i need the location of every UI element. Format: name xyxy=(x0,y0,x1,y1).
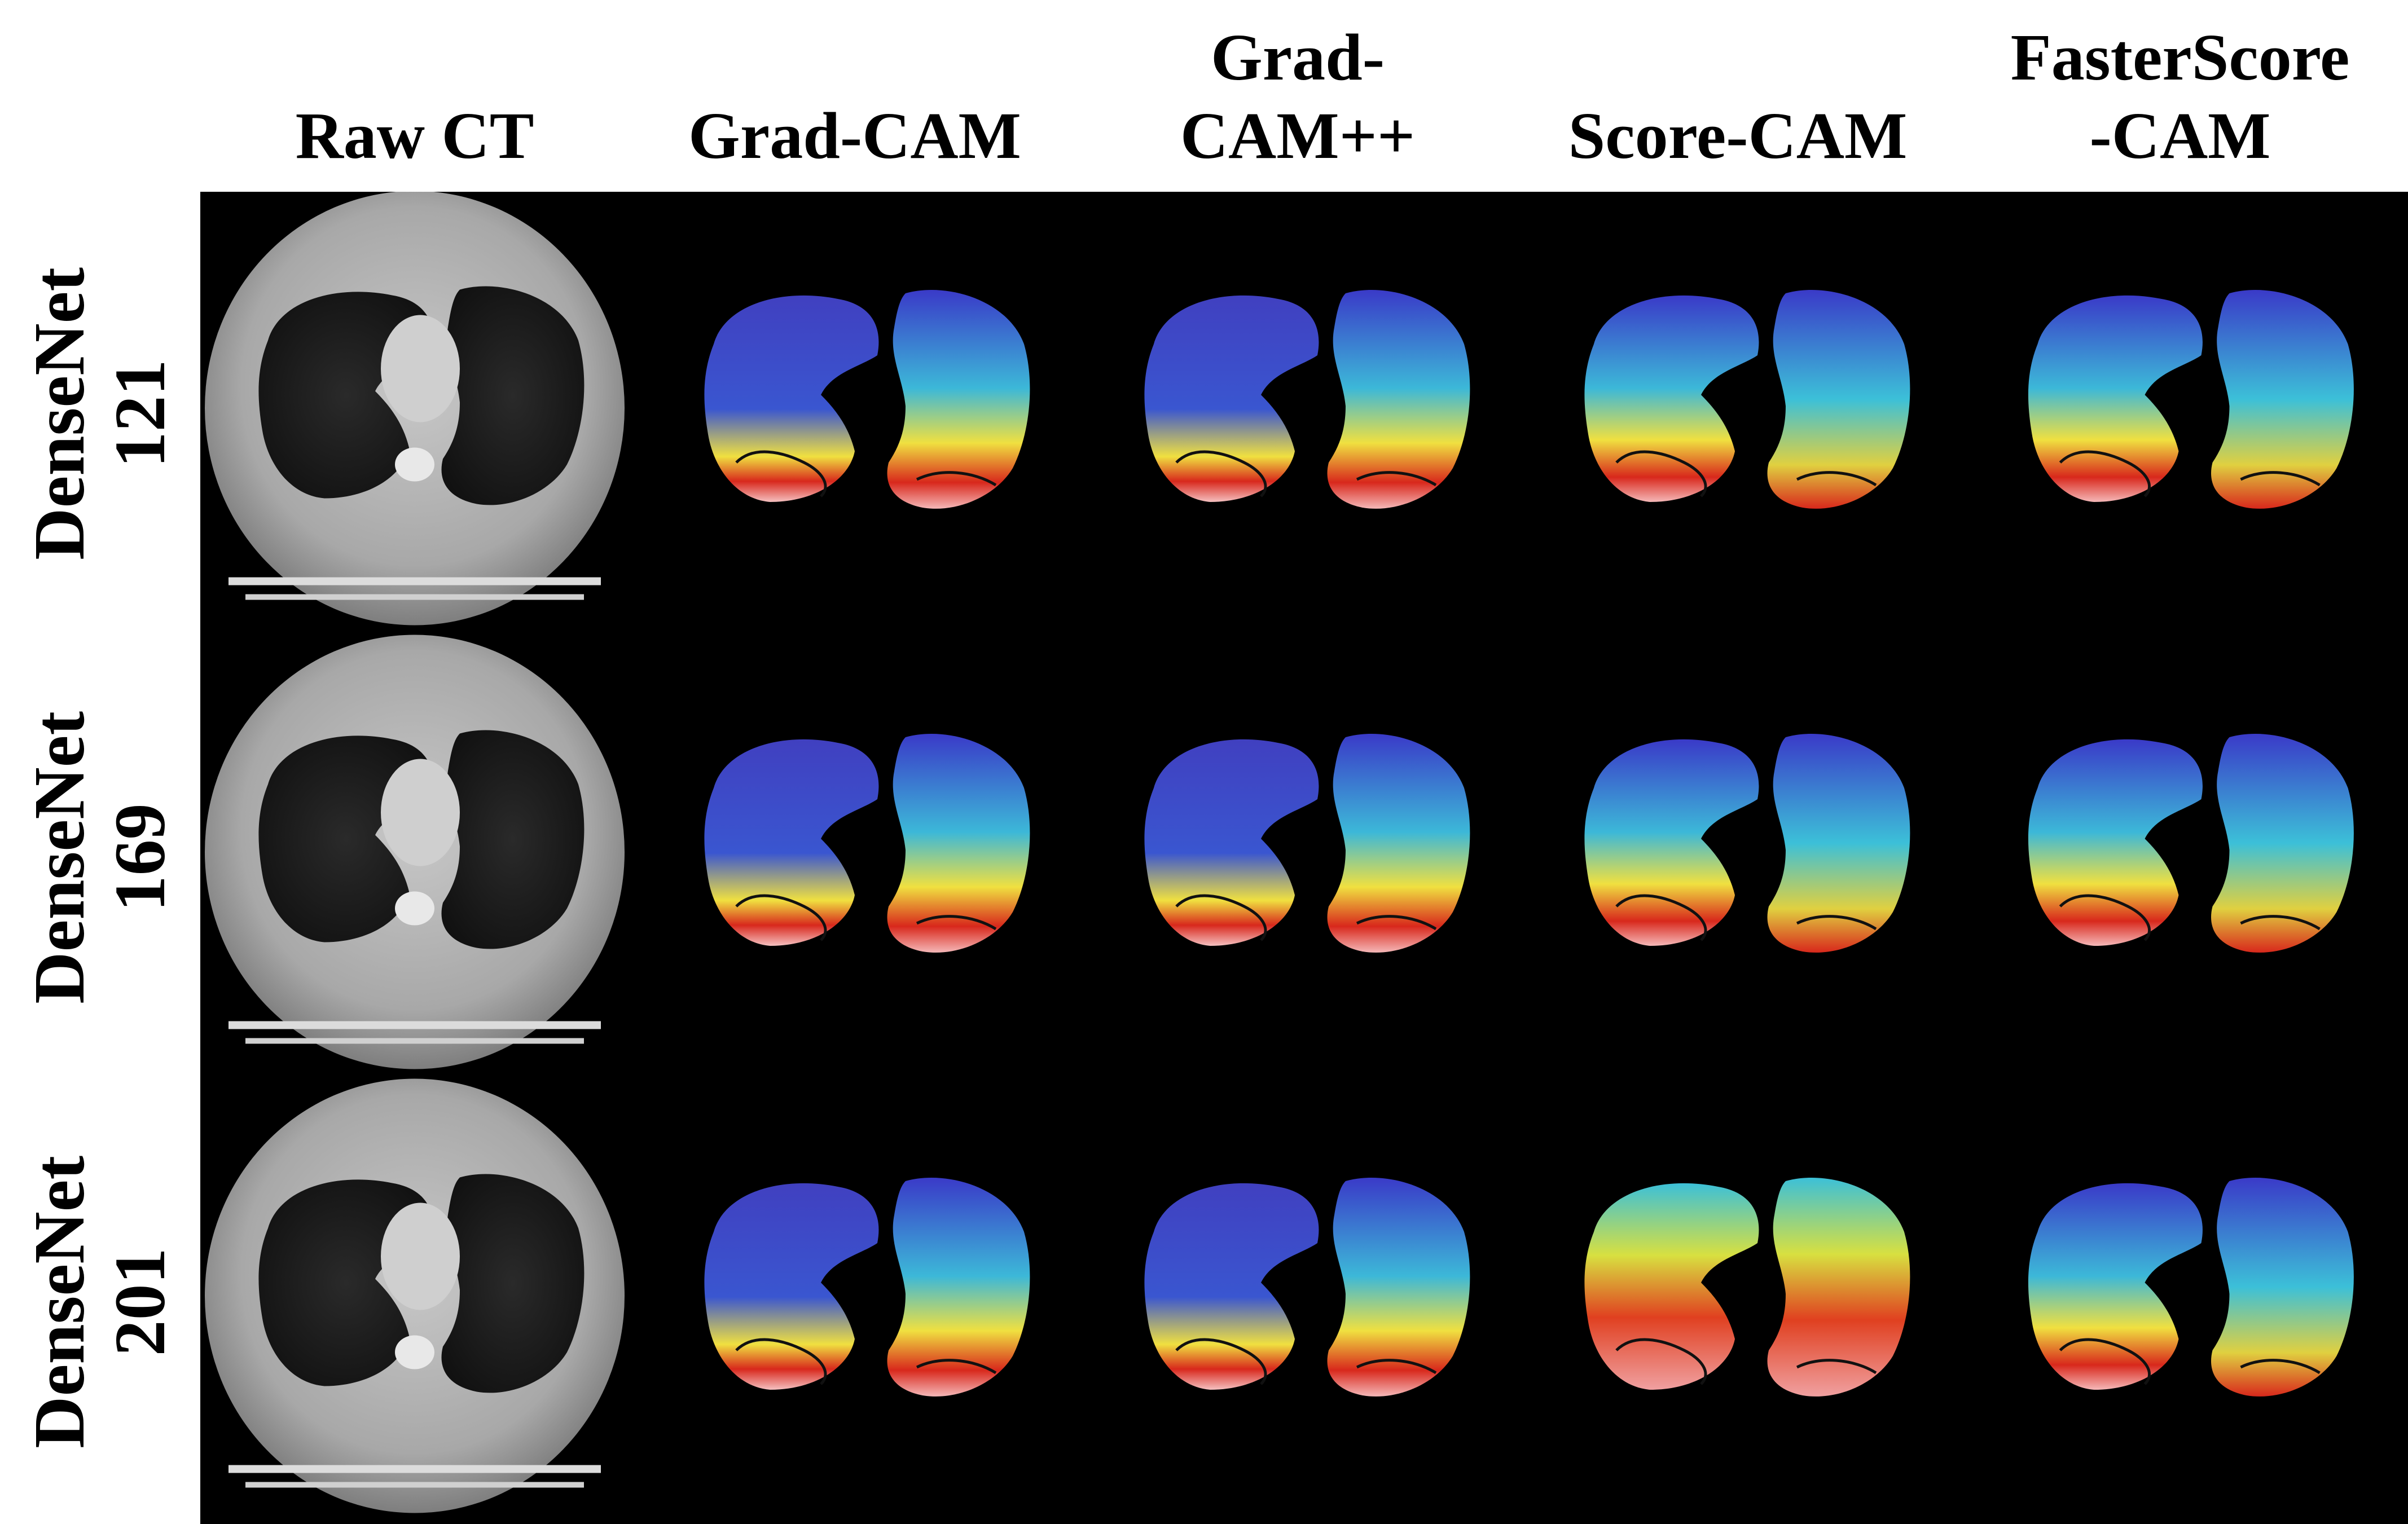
heatmap-left-lung xyxy=(2028,739,2203,946)
heatmap-right-lung xyxy=(1327,1178,1470,1397)
lesion-contour xyxy=(916,1359,997,1375)
ct-table-line xyxy=(245,594,584,600)
lesion-contour xyxy=(1356,1359,1437,1375)
raw-ct-scan xyxy=(205,1078,625,1513)
heatmap-right-lung xyxy=(1767,734,1910,953)
lesion-contour xyxy=(1615,1338,1707,1385)
lesion-contour xyxy=(1175,894,1267,941)
row-header-densenet-121: DenseNet 121 xyxy=(19,267,181,560)
lesion-contour xyxy=(1356,471,1437,487)
lesion-contour xyxy=(1796,915,1877,931)
heatmap-left-lung xyxy=(704,739,879,946)
image-panel xyxy=(200,192,2408,1524)
column-header-score-cam: Score-CAM xyxy=(1568,98,1908,173)
lesion-contour xyxy=(735,450,827,497)
lesion-contour xyxy=(2240,471,2321,487)
column-header-fasterscore-cam: FasterScore -CAM xyxy=(2010,20,2350,173)
image-panel-graphics xyxy=(205,192,2354,1513)
ct-spine xyxy=(395,1335,434,1369)
heatmap-right-lung xyxy=(887,734,1030,953)
heatmap-right-lung xyxy=(2211,1178,2354,1397)
lesion-contour xyxy=(1796,1359,1877,1375)
heatmap-right-lung xyxy=(2211,734,2354,953)
row-header-densenet-169: DenseNet 169 xyxy=(19,711,181,1004)
heatmap-right-lung xyxy=(1767,290,1910,509)
ct-heart xyxy=(381,759,460,866)
lesion-contour xyxy=(1175,1338,1267,1385)
ct-spine xyxy=(395,447,434,482)
lesion-contour xyxy=(916,915,997,931)
ct-lungs xyxy=(258,286,585,505)
heatmap-right-lung xyxy=(1327,290,1470,509)
ct-table-line xyxy=(245,1482,584,1488)
lesion-contour xyxy=(735,894,827,941)
ct-table-line xyxy=(229,1465,601,1473)
ct-table-line xyxy=(229,1021,601,1029)
lesion-contour xyxy=(1615,894,1707,941)
heatmap-overlay xyxy=(2028,290,2354,509)
column-header-raw-ct: Raw CT xyxy=(295,98,534,173)
column-header-grad-cam: Grad-CAM xyxy=(688,98,1021,173)
ct-spine xyxy=(395,891,434,926)
heatmap-overlay xyxy=(2028,1178,2354,1397)
heatmap-right-lung xyxy=(1767,1178,1910,1397)
heatmap-left-lung xyxy=(2028,1183,2203,1390)
heatmap-left-lung xyxy=(2028,295,2203,502)
column-header-grad-cam-pp: Grad- CAM++ xyxy=(1180,20,1416,173)
heatmap-right-lung xyxy=(887,290,1030,509)
lesion-contour xyxy=(2059,1338,2151,1385)
heatmap-left-lung xyxy=(1144,739,1319,946)
lesion-contour xyxy=(1356,915,1437,931)
lesion-contour xyxy=(916,471,997,487)
raw-ct-scan xyxy=(205,192,625,626)
heatmap-overlay xyxy=(1144,1178,1470,1397)
ct-heart xyxy=(381,315,460,422)
ct-lungs xyxy=(258,1174,585,1393)
heatmap-overlay xyxy=(1144,734,1470,953)
lesion-contour xyxy=(1796,471,1877,487)
lesion-contour xyxy=(2240,1359,2321,1375)
raw-ct-scan xyxy=(205,635,625,1069)
ct-right-lung xyxy=(441,1174,585,1393)
ct-right-lung xyxy=(441,286,585,505)
lesion-contour xyxy=(1175,450,1267,497)
lesion-contour xyxy=(2240,915,2321,931)
heatmap-right-lung xyxy=(2211,290,2354,509)
heatmap-left-lung xyxy=(1584,1183,1759,1390)
heatmap-overlay xyxy=(1144,290,1470,509)
heatmap-overlay xyxy=(1584,734,1910,953)
lesion-contour xyxy=(2059,894,2151,941)
ct-table-line xyxy=(245,1038,584,1044)
heatmap-left-lung xyxy=(1584,295,1759,502)
lesion-contour xyxy=(2059,450,2151,497)
heatmap-left-lung xyxy=(1144,1183,1319,1390)
heatmap-overlay xyxy=(704,1178,1030,1397)
heatmap-left-lung xyxy=(1144,295,1319,502)
ct-right-lung xyxy=(441,730,585,949)
heatmap-right-lung xyxy=(1327,734,1470,953)
row-header-densenet-201: DenseNet 201 xyxy=(19,1155,181,1448)
heatmap-overlay xyxy=(2028,734,2354,953)
lesion-contour xyxy=(1615,450,1707,497)
heatmap-overlay xyxy=(704,290,1030,509)
lesion-contour xyxy=(735,1338,827,1385)
ct-heart xyxy=(381,1203,460,1310)
heatmap-right-lung xyxy=(887,1178,1030,1397)
heatmap-left-lung xyxy=(704,295,879,502)
heatmap-overlay xyxy=(1584,1178,1910,1397)
ct-lungs xyxy=(258,730,585,949)
ct-table-line xyxy=(229,577,601,585)
heatmap-left-lung xyxy=(704,1183,879,1390)
heatmap-overlay xyxy=(704,734,1030,953)
heatmap-left-lung xyxy=(1584,739,1759,946)
heatmap-overlay xyxy=(1584,290,1910,509)
